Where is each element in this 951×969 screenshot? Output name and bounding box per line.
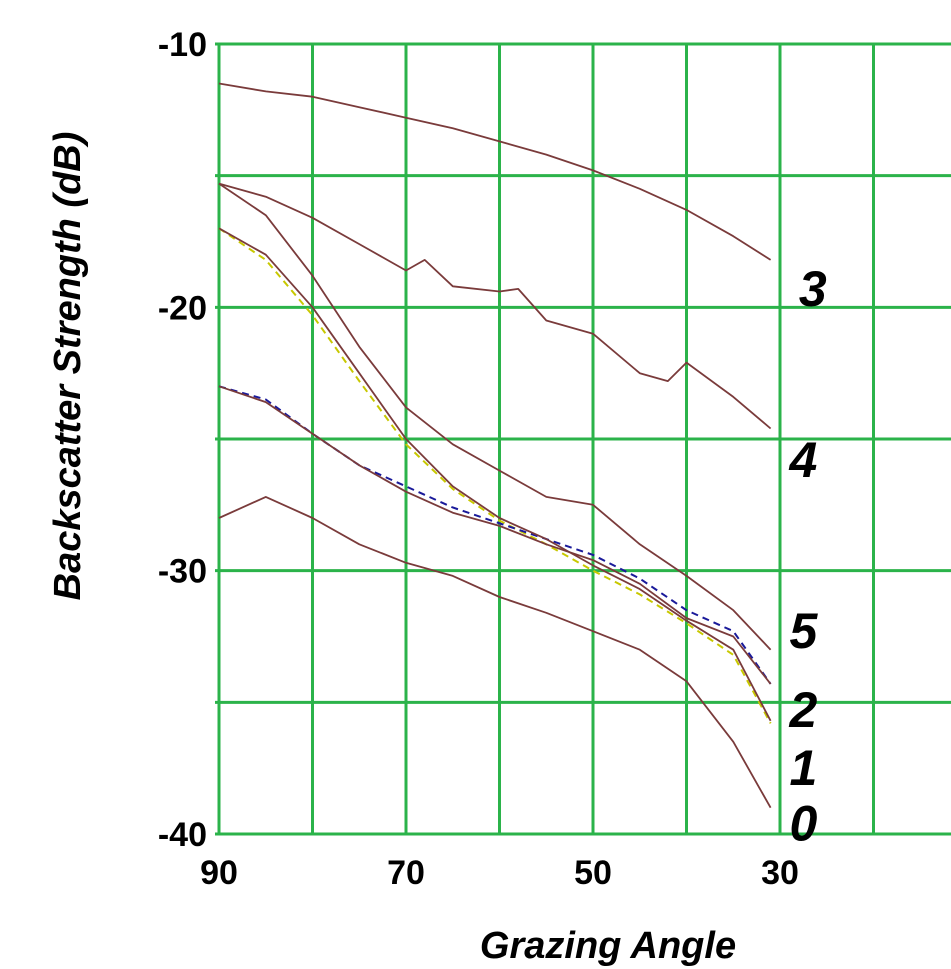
y-tick-label: -10 bbox=[158, 26, 207, 64]
grid bbox=[215, 42, 951, 836]
x-axis-title: Grazing Angle bbox=[480, 925, 736, 967]
y-tick-label: -40 bbox=[158, 816, 207, 854]
series-label-1: 1 bbox=[789, 740, 817, 796]
series-line-3 bbox=[218, 82, 772, 261]
series-line-1 bbox=[218, 227, 772, 722]
x-tick-label: 50 bbox=[574, 854, 612, 892]
fit-lines bbox=[218, 227, 772, 724]
series-label-2: 2 bbox=[788, 682, 817, 738]
series-line-4 bbox=[218, 182, 772, 430]
series-label-3: 3 bbox=[799, 261, 827, 317]
tick-labels: 90 70 50 30 -10 -20 -30 -40 bbox=[158, 26, 799, 892]
y-tick-label: -20 bbox=[158, 289, 207, 327]
series-label-0: 0 bbox=[789, 795, 817, 851]
fit-line-2 bbox=[218, 385, 772, 685]
y-tick-label: -30 bbox=[158, 553, 207, 591]
fit-line-1 bbox=[218, 227, 772, 724]
x-tick-label: 70 bbox=[387, 854, 425, 892]
series-line-2 bbox=[218, 385, 772, 685]
series-label-4: 4 bbox=[788, 432, 817, 488]
series-labels: 3 4 5 210 bbox=[788, 261, 826, 852]
series-label-5: 5 bbox=[789, 603, 818, 659]
y-axis-title: Backscatter Strength (dB) bbox=[47, 132, 89, 601]
x-tick-label: 30 bbox=[761, 854, 799, 892]
x-tick-label: 90 bbox=[200, 854, 238, 892]
series-line-0 bbox=[218, 496, 772, 809]
series-lines bbox=[218, 82, 772, 809]
series-line-5 bbox=[218, 182, 772, 651]
